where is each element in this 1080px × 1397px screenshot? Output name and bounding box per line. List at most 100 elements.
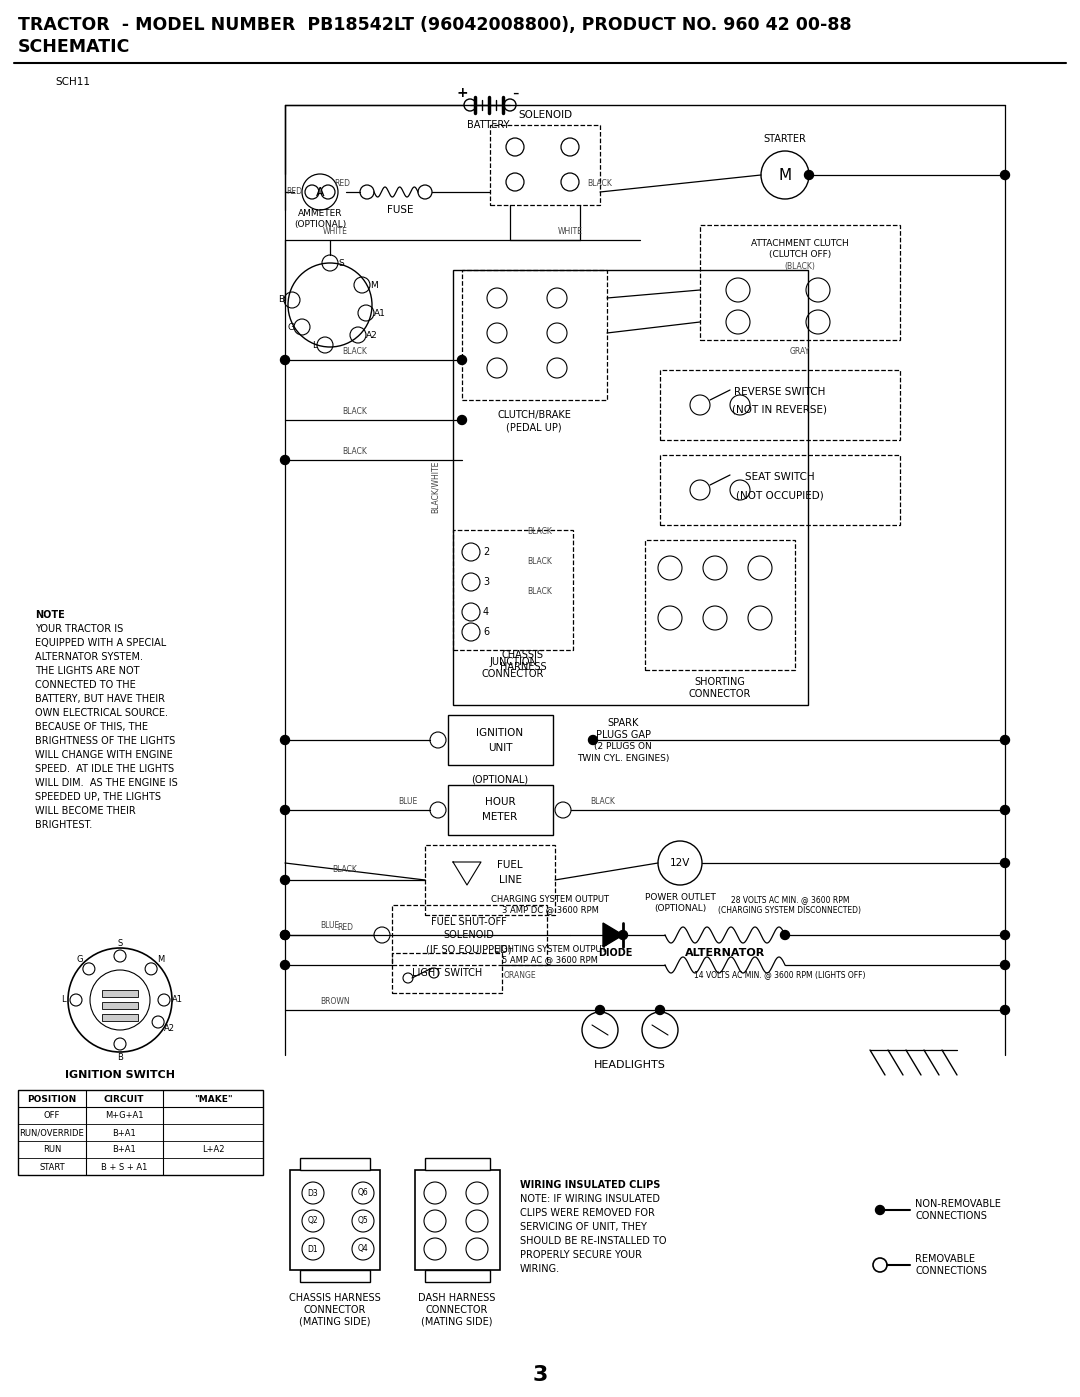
Circle shape — [281, 876, 289, 884]
Text: 6: 6 — [483, 627, 489, 637]
Text: ATTACHMENT CLUTCH: ATTACHMENT CLUTCH — [751, 239, 849, 247]
Bar — [300, 1270, 370, 1282]
Text: CHASSIS: CHASSIS — [502, 650, 544, 659]
Text: SCHEMATIC: SCHEMATIC — [18, 38, 131, 56]
Bar — [18, 1090, 264, 1175]
Text: FUEL: FUEL — [497, 861, 523, 870]
Circle shape — [1000, 859, 1010, 868]
Text: BECAUSE OF THIS, THE: BECAUSE OF THIS, THE — [35, 722, 148, 732]
Circle shape — [464, 99, 476, 110]
Text: L: L — [312, 341, 318, 349]
Text: IGNITION SWITCH: IGNITION SWITCH — [65, 1070, 175, 1080]
Text: M: M — [157, 956, 164, 964]
Text: (CHARGING SYSTEM DISCONNECTED): (CHARGING SYSTEM DISCONNECTED) — [718, 905, 862, 915]
Bar — [300, 1158, 370, 1171]
Text: THE LIGHTS ARE NOT: THE LIGHTS ARE NOT — [35, 666, 139, 676]
Text: Q6: Q6 — [357, 1189, 368, 1197]
Text: RED: RED — [337, 922, 353, 932]
Text: BLACK: BLACK — [342, 348, 367, 356]
Text: SHOULD BE RE-INSTALLED TO: SHOULD BE RE-INSTALLED TO — [519, 1236, 666, 1246]
Text: CLUTCH/BRAKE: CLUTCH/BRAKE — [497, 409, 571, 420]
Text: WILL CHANGE WITH ENGINE: WILL CHANGE WITH ENGINE — [35, 750, 173, 760]
Text: DIODE: DIODE — [598, 949, 632, 958]
Circle shape — [281, 930, 289, 940]
Text: WILL DIM.  AS THE ENGINE IS: WILL DIM. AS THE ENGINE IS — [35, 778, 178, 788]
Text: A2: A2 — [164, 1024, 175, 1032]
Text: BLACK: BLACK — [342, 447, 367, 457]
Bar — [462, 270, 607, 400]
Text: SCH11: SCH11 — [55, 77, 90, 87]
Text: 2: 2 — [483, 548, 489, 557]
Text: A2: A2 — [366, 331, 378, 339]
Text: 3 AMP DC @ 3600 RPM: 3 AMP DC @ 3600 RPM — [501, 905, 598, 915]
Text: CHARGING SYSTEM OUTPUT: CHARGING SYSTEM OUTPUT — [491, 895, 609, 904]
Text: START: START — [39, 1162, 65, 1172]
Text: WIRING.: WIRING. — [519, 1264, 561, 1274]
Bar — [415, 1171, 500, 1270]
Circle shape — [876, 1206, 885, 1214]
Text: BRIGHTEST.: BRIGHTEST. — [35, 820, 92, 830]
Text: Q2: Q2 — [308, 1217, 319, 1225]
Text: (OPTIONAL): (OPTIONAL) — [294, 221, 346, 229]
Text: FUEL SHUT-OFF: FUEL SHUT-OFF — [431, 916, 507, 928]
Text: S: S — [118, 939, 123, 947]
Bar — [102, 1002, 138, 1009]
Text: BLACK: BLACK — [591, 798, 616, 806]
Text: BRIGHTNESS OF THE LIGHTS: BRIGHTNESS OF THE LIGHTS — [35, 736, 175, 746]
Text: POWER OUTLET: POWER OUTLET — [645, 893, 715, 901]
Text: (IF SO EQUIPPED): (IF SO EQUIPPED) — [427, 944, 512, 956]
Text: (BLACK): (BLACK) — [784, 263, 815, 271]
Text: BLACK: BLACK — [527, 528, 553, 536]
Text: SPEED.  AT IDLE THE LIGHTS: SPEED. AT IDLE THE LIGHTS — [35, 764, 174, 774]
Text: B: B — [278, 296, 284, 305]
Text: 3: 3 — [532, 1365, 548, 1384]
Text: TWIN CYL. ENGINES): TWIN CYL. ENGINES) — [577, 754, 670, 764]
Text: STARTER: STARTER — [764, 134, 807, 144]
Text: 5 AMP AC @ 3600 RPM: 5 AMP AC @ 3600 RPM — [502, 956, 598, 964]
Text: CLIPS WERE REMOVED FOR: CLIPS WERE REMOVED FOR — [519, 1208, 654, 1218]
Text: SPEEDED UP, THE LIGHTS: SPEEDED UP, THE LIGHTS — [35, 792, 161, 802]
Bar — [426, 1158, 490, 1171]
Text: WHITE: WHITE — [323, 228, 348, 236]
Text: WIRING INSULATED CLIPS: WIRING INSULATED CLIPS — [519, 1180, 660, 1190]
Text: L: L — [60, 996, 65, 1004]
Text: D1: D1 — [308, 1245, 319, 1253]
Circle shape — [1000, 735, 1010, 745]
Text: SEAT SWITCH: SEAT SWITCH — [745, 472, 814, 482]
Text: EQUIPPED WITH A SPECIAL: EQUIPPED WITH A SPECIAL — [35, 638, 166, 648]
Text: REVERSE SWITCH: REVERSE SWITCH — [734, 387, 826, 397]
Text: G: G — [287, 323, 294, 331]
Text: WHITE: WHITE — [557, 228, 582, 236]
Text: CONNECTOR: CONNECTOR — [303, 1305, 366, 1315]
Bar — [102, 990, 138, 997]
Text: REMOVABLE
CONNECTIONS: REMOVABLE CONNECTIONS — [915, 1255, 987, 1275]
Text: ALTERNATOR: ALTERNATOR — [685, 949, 765, 958]
Circle shape — [281, 961, 289, 970]
Bar — [392, 905, 546, 965]
Text: (NOT OCCUPIED): (NOT OCCUPIED) — [737, 490, 824, 500]
Bar — [700, 225, 900, 339]
Text: LIGHTING SYSTEM OUTPUT: LIGHTING SYSTEM OUTPUT — [494, 946, 606, 954]
Text: "MAKE": "MAKE" — [193, 1094, 232, 1104]
Text: IGNITION: IGNITION — [476, 728, 524, 738]
Text: BATTERY: BATTERY — [467, 120, 510, 130]
Text: D3: D3 — [308, 1189, 319, 1197]
Text: B + S + A1: B + S + A1 — [100, 1162, 147, 1172]
Text: G: G — [77, 956, 83, 964]
Text: SOLENOID: SOLENOID — [444, 930, 495, 940]
Bar — [448, 715, 553, 766]
Text: 28 VOLTS AC MIN. @ 3600 RPM: 28 VOLTS AC MIN. @ 3600 RPM — [731, 895, 849, 904]
Text: NOTE: NOTE — [35, 610, 65, 620]
Circle shape — [1000, 1006, 1010, 1014]
Text: FUSE: FUSE — [387, 205, 414, 215]
Text: LINE: LINE — [499, 875, 522, 886]
Circle shape — [1000, 961, 1010, 970]
Text: (OPTIONAL): (OPTIONAL) — [472, 774, 528, 784]
Text: BLACK: BLACK — [527, 557, 553, 567]
Circle shape — [281, 806, 289, 814]
Text: YOUR TRACTOR IS: YOUR TRACTOR IS — [35, 624, 123, 634]
Text: RUN/OVERRIDE: RUN/OVERRIDE — [19, 1129, 84, 1137]
Text: CONNECTOR: CONNECTOR — [689, 689, 752, 698]
Text: 14 VOLTS AC MIN. @ 3600 RPM (LIGHTS OFF): 14 VOLTS AC MIN. @ 3600 RPM (LIGHTS OFF) — [694, 971, 866, 979]
Text: Q4: Q4 — [357, 1245, 368, 1253]
